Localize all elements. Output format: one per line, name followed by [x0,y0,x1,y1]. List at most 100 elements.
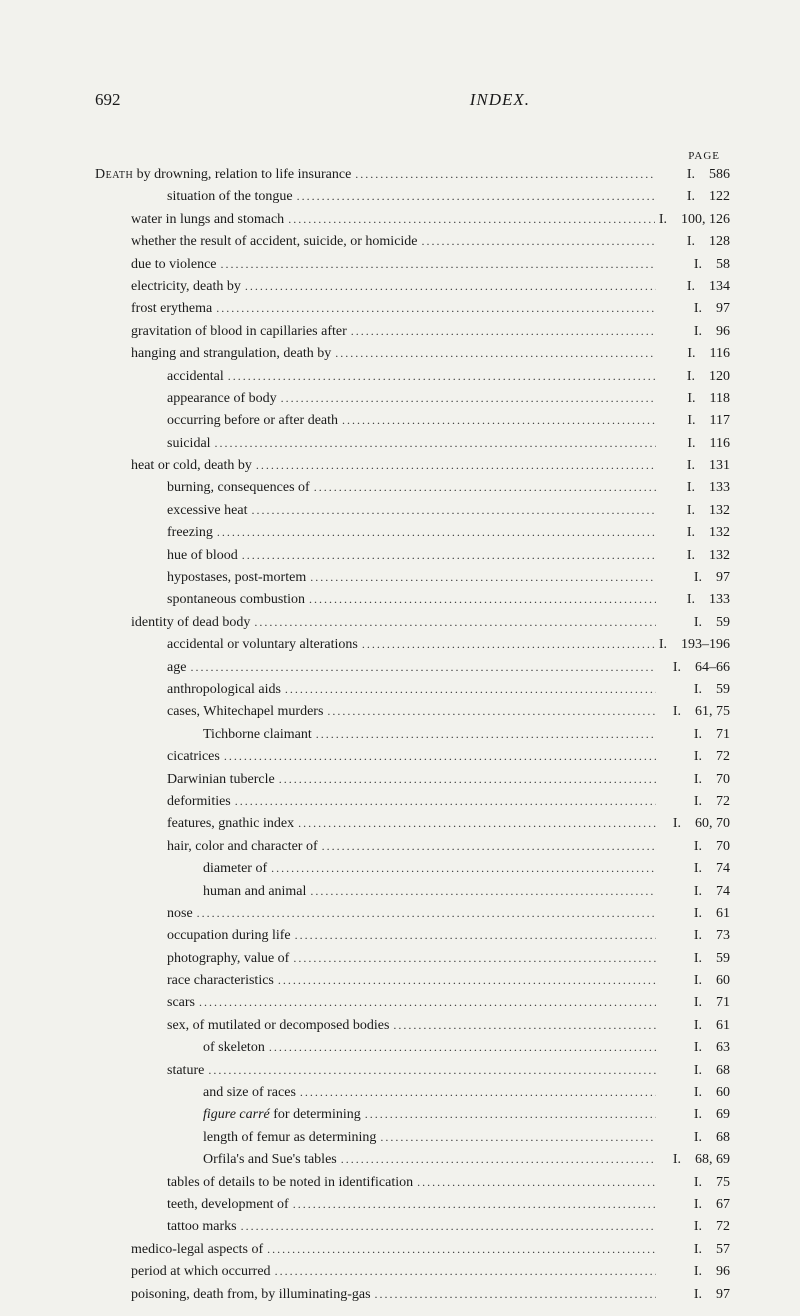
entry-text: deformities [167,791,231,813]
entry-page-ref: I. 59 [660,679,730,701]
leader-dots [275,1262,656,1281]
leader-dots [362,635,655,654]
leader-dots [309,590,656,609]
leader-dots [235,792,656,811]
index-entry: Orfila's and Sue's tablesI. 68, 69 [95,1149,730,1171]
index-entry: tattoo marksI. 72 [95,1216,730,1238]
leader-dots [228,367,656,386]
index-entry: suicidalI. 116 [95,433,730,455]
index-entry: scarsI. 71 [95,992,730,1014]
leader-dots [254,613,656,632]
leader-dots [190,658,656,677]
leader-dots [365,1105,656,1124]
leader-dots [217,523,656,542]
entry-text: Darwinian tubercle [167,769,275,791]
index-entry: poisoning, death from, by illuminating-g… [95,1284,730,1306]
leader-dots [327,702,656,721]
leader-dots [355,165,656,184]
entry-text: cases, Whitechapel murders [167,701,323,723]
entry-text: situation of the tongue [167,186,293,208]
leader-dots [380,1128,656,1147]
entry-page-ref: I. 68, 69 [660,1149,730,1171]
leader-dots [341,1150,656,1169]
leader-dots [288,210,655,229]
entry-page-ref: I. 75 [660,1172,730,1194]
index-entry: hypostases, post-mortem I. 97 [95,567,730,589]
index-entry: period at which occurredI. 96 [95,1261,730,1283]
entry-page-ref: I. 73 [660,925,730,947]
index-entry: length of femur as determiningI. 68 [95,1127,730,1149]
entry-text: scars [167,992,195,1014]
entry-text: excessive heat [167,500,247,522]
entry-page-ref: I. 72 [660,746,730,768]
entry-page-ref: I. 72 [660,791,730,813]
leader-dots [310,882,656,901]
entry-page-ref: I. 60 [660,1082,730,1104]
entry-page-ref: I. 61, 75 [660,701,730,723]
entry-page-ref: I. 68 [660,1127,730,1149]
entry-page-ref: I. 59 [660,612,730,634]
leader-dots [251,501,656,520]
entry-page-ref: I. 69 [660,1104,730,1126]
entry-text: hypostases, post-mortem [167,567,306,589]
entry-page-ref: I. 132 [660,545,730,567]
index-entry: freezingI. 132 [95,522,730,544]
index-entry: photography, value ofI. 59 [95,948,730,970]
leader-dots [278,971,656,990]
entry-page-ref: I. 74 [660,881,730,903]
entry-page-ref: I. 96 [660,1261,730,1283]
leader-dots [298,814,656,833]
entry-page-ref: I. 60 [660,970,730,992]
entry-page-ref: I. 97 [660,567,730,589]
entry-text: hanging and strangulation, death by [131,343,331,365]
entry-page-ref: I. 117 [660,410,730,432]
leader-dots [245,277,656,296]
entry-page-ref: I. 586 [660,164,730,186]
entry-text: due to violence [131,254,217,276]
leader-dots [335,344,656,363]
index-entry: ageI. 64–66 [95,657,730,679]
entry-page-ref: I. 131 [660,455,730,477]
entry-text: spontaneous combustion [167,589,305,611]
entry-text: identity of dead body [131,612,250,634]
leader-dots [267,1240,656,1259]
page-header: 692 INDEX. [95,90,730,110]
leader-dots [375,1285,656,1304]
index-entry: cases, Whitechapel murders I. 61, 75 [95,701,730,723]
leader-dots [342,411,656,430]
index-entry: heat or cold, death byI. 131 [95,455,730,477]
entry-text: Tichborne claimant [203,724,312,746]
header-title: INDEX. [470,90,530,110]
entry-text: tables of details to be noted in identif… [167,1172,413,1194]
entry-page-ref: I. 61 [660,903,730,925]
leader-dots [300,1083,656,1102]
entry-page-ref: I. 58 [660,254,730,276]
entry-page-ref: I. 63 [660,1037,730,1059]
leader-dots [422,232,656,251]
index-entry: tables of details to be noted in identif… [95,1172,730,1194]
index-entry: whether the result of accident, suicide,… [95,231,730,253]
index-entry: deformities I. 72 [95,791,730,813]
entry-text: cicatrices [167,746,220,768]
index-entry: occurring before or after deathI. 117 [95,410,730,432]
index-entry: hanging and strangulation, death byI. 11… [95,343,730,365]
index-entry: anthropological aidsI. 59 [95,679,730,701]
entry-text: gravitation of blood in capillaries afte… [131,321,347,343]
entry-text: age [167,657,186,679]
leader-dots [199,993,656,1012]
index-entry: features, gnathic indexI. 60, 70 [95,813,730,835]
index-entry: medico-legal aspects ofI. 57 [95,1239,730,1261]
entry-text: appearance of body [167,388,277,410]
entry-page-ref: I. 59 [660,948,730,970]
entry-page-ref: I. 120 [660,366,730,388]
entry-page-ref: I. 132 [660,522,730,544]
entry-text: occupation during life [167,925,291,947]
entry-text: suicidal [167,433,211,455]
entry-text: water in lungs and stomach [131,209,284,231]
leader-dots [316,725,656,744]
index-entry: frost erythemaI. 97 [95,298,730,320]
leader-dots [417,1173,656,1192]
entry-text: of skeleton [203,1037,265,1059]
entry-page-ref: I. 74 [660,858,730,880]
index-entry: human and animalI. 74 [95,881,730,903]
